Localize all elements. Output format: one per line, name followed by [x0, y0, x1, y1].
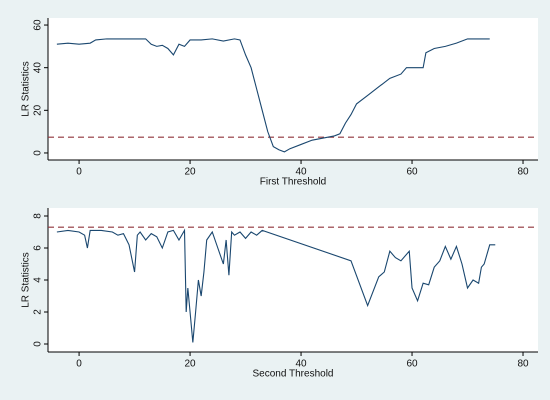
x-tick-label: 80 [517, 359, 529, 370]
y-tick-label: 8 [33, 213, 44, 219]
x-tick-label: 20 [184, 359, 196, 370]
y-tick-label: 40 [33, 62, 44, 74]
x-tick-label: 40 [295, 359, 307, 370]
y-axis-label: LR Statistics [21, 252, 32, 308]
data-line [56, 228, 496, 343]
x-tick-label: 80 [517, 167, 529, 178]
y-tick-label: 6 [33, 245, 44, 251]
x-tick-label: 0 [76, 359, 82, 370]
plot-area [48, 18, 538, 160]
x-tick-label: 60 [406, 359, 418, 370]
x-tick-label: 0 [76, 167, 82, 178]
y-tick-label: 4 [33, 277, 44, 283]
y-tick-label: 60 [33, 19, 44, 31]
x-axis-label: Second Threshold [253, 369, 334, 380]
x-tick-label: 40 [295, 167, 307, 178]
y-axis-label: LR Statistics [21, 61, 32, 117]
y-tick-label: 20 [33, 104, 44, 116]
x-tick-label: 60 [406, 167, 418, 178]
data-line [56, 38, 490, 153]
y-tick-label: 2 [33, 309, 44, 315]
y-tick-label: 0 [33, 150, 44, 156]
plot-area [48, 208, 538, 352]
y-tick-label: 0 [33, 341, 44, 347]
x-axis-label: First Threshold [260, 177, 327, 188]
x-tick-label: 20 [184, 167, 196, 178]
